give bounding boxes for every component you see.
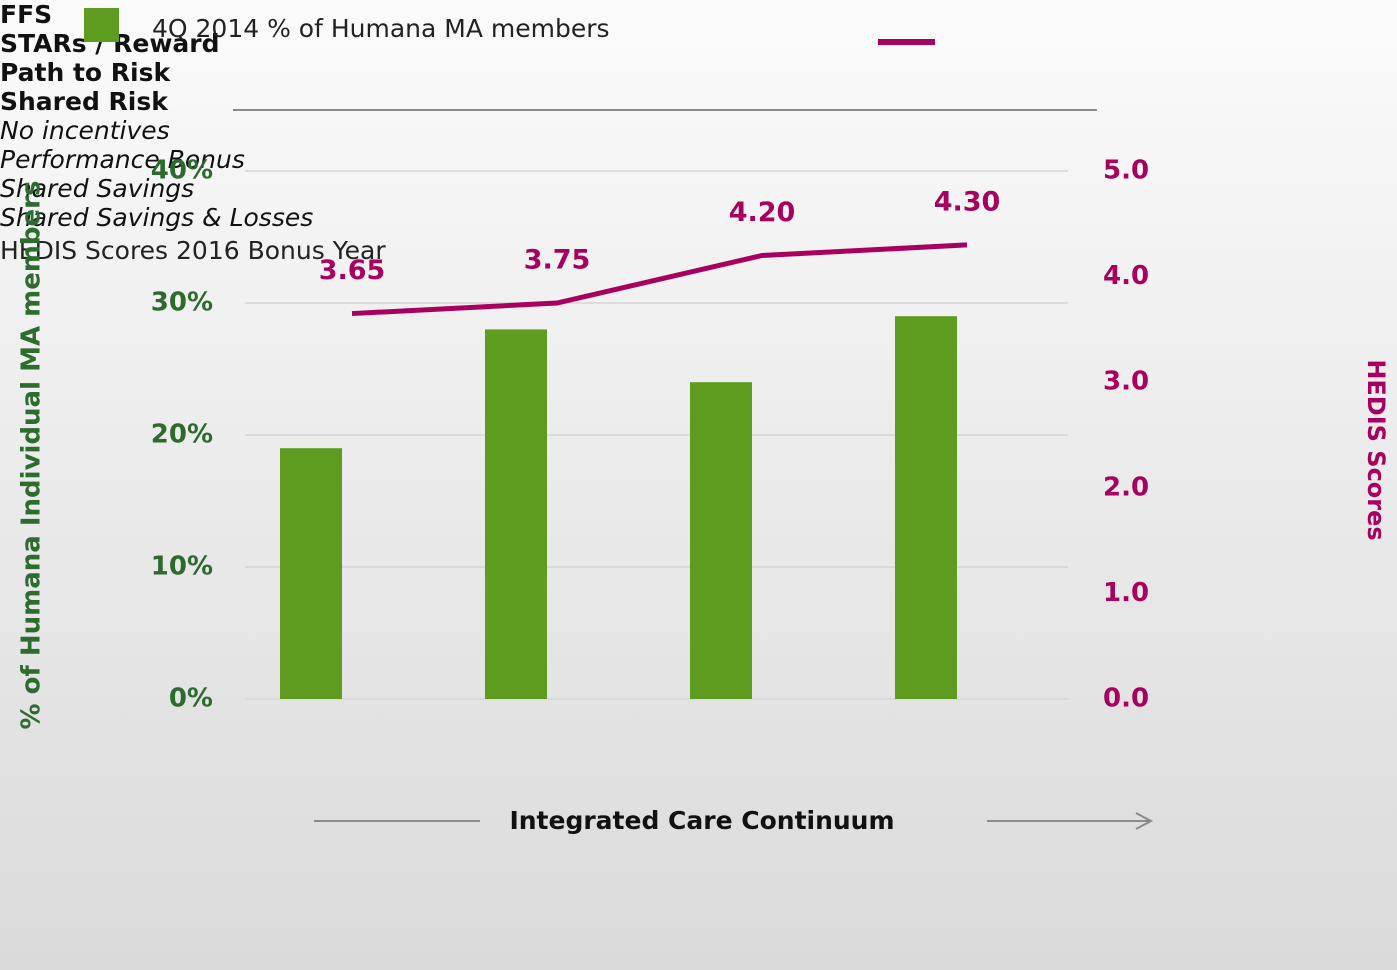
arrow-head xyxy=(1135,812,1154,830)
description: Shared Savings & Losses xyxy=(0,203,314,232)
description: Performance Bonus xyxy=(0,145,245,174)
legend-swatch xyxy=(84,8,119,42)
y2-tick-label: 3.0 xyxy=(1103,367,1149,397)
y-tick-label: 30% xyxy=(151,288,213,318)
x-axis-title: Integrated Care Continuum xyxy=(509,806,894,835)
y2-tick-label: 4.0 xyxy=(1103,261,1149,291)
y-tick-label: 10% xyxy=(151,552,213,582)
y-tick-label: 0% xyxy=(169,684,213,714)
data-label: 4.30 xyxy=(934,186,1001,217)
bar xyxy=(485,329,547,699)
description: Shared Savings xyxy=(0,174,195,203)
y2-axis-title: HEDIS Scores xyxy=(1362,359,1390,540)
x-tick-label: FFS xyxy=(0,0,53,29)
data-label: 4.20 xyxy=(729,197,796,228)
y2-tick-label: 2.0 xyxy=(1103,472,1149,502)
line xyxy=(351,242,968,317)
data-label: 3.65 xyxy=(319,255,386,286)
data-label: 3.75 xyxy=(524,245,591,276)
description: No incentives xyxy=(0,116,170,145)
y2-tick-label: 1.0 xyxy=(1103,578,1149,608)
bar xyxy=(690,382,752,699)
bar xyxy=(895,316,957,699)
legend-label: HEDIS Scores 2016 Bonus Year xyxy=(0,236,386,265)
y2-tick-label: 0.0 xyxy=(1103,684,1149,714)
y-tick-label: 20% xyxy=(151,420,213,450)
x-tick-label: Shared Risk xyxy=(0,87,168,116)
legend-label: 4Q 2014 % of Humana MA members xyxy=(152,14,610,43)
bar xyxy=(280,448,342,699)
y-tick-label: 40% xyxy=(151,156,213,186)
y-axis-title: % of Humana Individual MA members xyxy=(17,181,47,730)
y2-tick-label: 5.0 xyxy=(1103,156,1149,186)
x-tick-label: Path to Risk xyxy=(0,58,171,87)
